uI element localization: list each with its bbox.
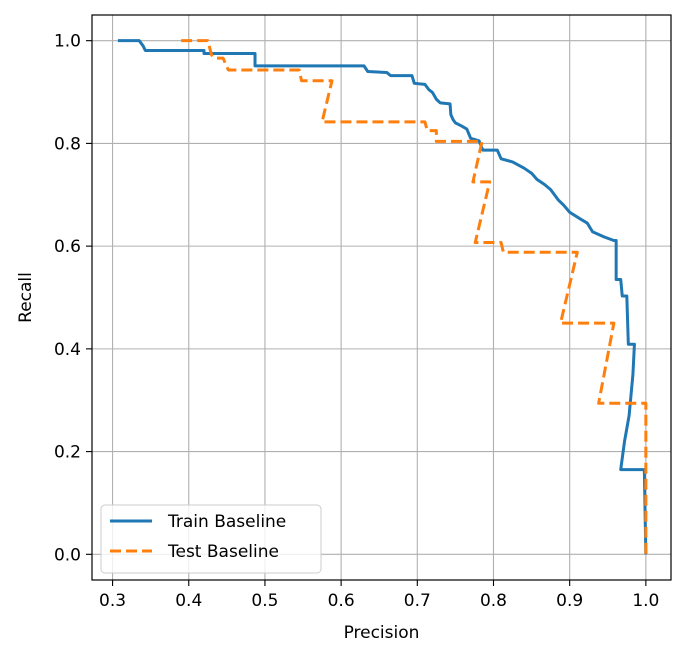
x-tick-label: 0.7: [404, 591, 431, 611]
y-axis-label: Recall: [16, 272, 36, 323]
y-tick-label: 0.0: [54, 545, 81, 565]
series-line-train: [117, 39, 648, 555]
y-tick-label: 0.6: [54, 237, 81, 257]
x-axis-label: Precision: [344, 623, 420, 643]
y-tick-label: 0.2: [54, 443, 81, 463]
legend: Train Baseline Test Baseline: [100, 504, 322, 574]
x-tick-label: 0.9: [556, 591, 583, 611]
legend-label-test: Test Baseline: [167, 542, 279, 562]
legend-box: [100, 504, 322, 574]
grid: [92, 15, 671, 580]
x-tick-label: 0.3: [99, 591, 126, 611]
x-tick-label: 0.5: [251, 591, 278, 611]
series-layer: [117, 39, 648, 555]
x-tick-label: 0.8: [480, 591, 507, 611]
ticks: 0.3 0.4 0.5 0.6 0.7 0.8 0.9 1.0 0.0 0.2 0.4 0.6 0.8 1…: [54, 32, 659, 611]
x-tick-label: 1.0: [632, 591, 659, 611]
x-tick-label: 0.6: [328, 591, 355, 611]
y-tick-label: 1.0: [54, 32, 81, 52]
y-tick-label: 0.8: [54, 134, 81, 154]
series-line-test: [181, 39, 648, 555]
plot-frame: [91, 14, 672, 581]
legend-label-train: Train Baseline: [167, 512, 286, 532]
x-tick-label: 0.4: [175, 591, 202, 611]
y-tick-label: 0.4: [54, 340, 81, 360]
